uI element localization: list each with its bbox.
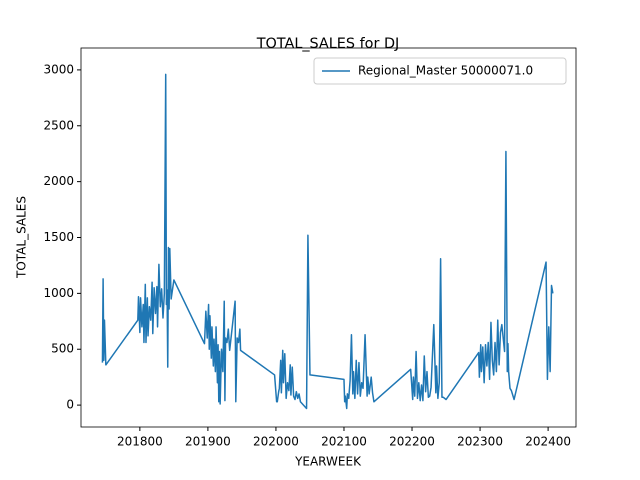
x-tick-label: 201900 <box>185 435 231 449</box>
legend-label: Regional_Master 50000071.0 <box>358 64 533 78</box>
x-tick-label: 202300 <box>457 435 503 449</box>
y-axis-label: TOTAL_SALES <box>15 196 29 279</box>
y-tick-label: 2000 <box>43 174 74 188</box>
axes-frame <box>80 47 577 428</box>
legend-box <box>313 57 567 85</box>
y-tick-label: 3000 <box>43 62 74 76</box>
y-tick-label: 1000 <box>43 286 74 300</box>
chart-title: TOTAL_SALES for DJ <box>256 36 400 52</box>
y-tick-label: 0 <box>66 398 74 412</box>
legend: Regional_Master 50000071.0 <box>313 57 567 85</box>
data-line <box>101 73 554 410</box>
y-tick-label: 500 <box>51 342 74 356</box>
x-tick-label: 202400 <box>525 435 571 449</box>
x-tick-label: 202000 <box>253 435 299 449</box>
x-tick-label: 202100 <box>321 435 367 449</box>
x-axis-label: YEARWEEK <box>294 455 362 469</box>
x-tick-label: 202200 <box>389 435 435 449</box>
y-tick-label: 2500 <box>43 118 74 132</box>
y-tick-label: 1500 <box>43 230 74 244</box>
x-tick-label: 201800 <box>117 435 163 449</box>
